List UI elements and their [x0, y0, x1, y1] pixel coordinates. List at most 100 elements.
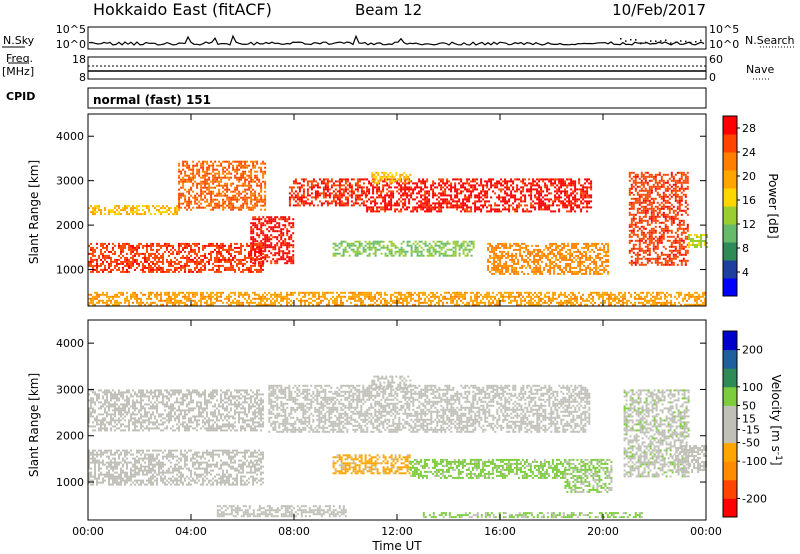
- data-cell: [658, 237, 661, 240]
- data-cell: [194, 250, 196, 253]
- data-cell: [539, 270, 542, 273]
- data-cell: [354, 196, 357, 199]
- data-cell: [644, 179, 647, 182]
- data-cell: [258, 242, 261, 245]
- data-cell: [668, 187, 671, 190]
- data-cell: [509, 272, 512, 275]
- data-cell: [272, 220, 275, 223]
- data-cell: [440, 202, 443, 205]
- data-cell: [218, 192, 221, 195]
- data-cell: [256, 250, 258, 253]
- data-cell: [280, 242, 283, 245]
- data-cell: [589, 266, 592, 269]
- data-cell: [515, 254, 518, 257]
- data-cell: [268, 244, 271, 247]
- data-cell: [436, 186, 439, 189]
- data-cell: [575, 258, 578, 261]
- data-cell: [364, 196, 367, 199]
- data-cell: [440, 198, 443, 201]
- data-cell: [551, 260, 554, 263]
- data-cell: [595, 268, 598, 271]
- data-cell: [540, 208, 543, 211]
- data-cell: [130, 266, 132, 269]
- data-cell: [644, 215, 647, 218]
- data-cell: [118, 301, 120, 304]
- data-cell: [104, 209, 106, 212]
- data-cell: [585, 250, 588, 253]
- data-cell: [654, 177, 657, 180]
- data-cell: [674, 241, 677, 244]
- data-cell: [246, 160, 249, 163]
- data-cell: [664, 189, 667, 192]
- data-cell: [672, 187, 675, 190]
- data-cell: [630, 217, 633, 220]
- data-cell: [250, 176, 253, 179]
- data-cell: [274, 254, 277, 257]
- data-cell: [100, 262, 102, 265]
- data-cell: [470, 194, 473, 197]
- data-cell: [654, 175, 657, 178]
- data-cell: [228, 268, 230, 271]
- data-cell: [114, 264, 116, 267]
- data-cell: [589, 270, 592, 273]
- data-cell: [278, 254, 281, 257]
- data-cell: [306, 194, 309, 197]
- data-cell: [184, 262, 186, 265]
- data-cell: [664, 225, 667, 228]
- data-cell: [162, 270, 164, 273]
- data-cell: [585, 258, 588, 261]
- data-cell: [106, 256, 108, 259]
- data-cell: [132, 264, 134, 267]
- data-cell: [642, 237, 645, 240]
- data-cell: [519, 254, 522, 257]
- data-cell: [372, 244, 375, 247]
- data-cell: [114, 299, 116, 302]
- data-cell: [426, 204, 429, 207]
- data-cell: [90, 258, 92, 261]
- data-cell: [630, 197, 633, 200]
- data-cell: [553, 254, 556, 257]
- data-cell: [218, 170, 221, 173]
- data-cell: [256, 232, 259, 235]
- data-cell: [360, 202, 363, 205]
- data-cell: [526, 208, 529, 211]
- data-cell: [294, 196, 297, 199]
- data-cell: [381, 171, 384, 174]
- data-cell: [678, 195, 681, 198]
- data-cell: [386, 202, 389, 205]
- data-cell: [174, 260, 176, 263]
- data-cell: [412, 192, 415, 195]
- data-cell: [378, 210, 381, 213]
- data-cell: [240, 248, 242, 251]
- data-cell: [454, 252, 457, 255]
- data-cell: [246, 164, 249, 167]
- data-cell: [500, 210, 503, 213]
- data-cell: [114, 250, 116, 253]
- data-cell: [550, 192, 553, 195]
- data-cell: [114, 258, 116, 261]
- data-cell: [501, 270, 504, 273]
- data-cell: [674, 249, 677, 252]
- data-cell: [260, 260, 262, 263]
- data-cell: [644, 205, 647, 208]
- data-cell: [150, 260, 152, 263]
- data-cell: [684, 249, 687, 252]
- data-cell: [576, 192, 579, 195]
- data-cell: [422, 202, 425, 205]
- data-cell: [178, 192, 181, 195]
- data-cell: [162, 258, 164, 261]
- data-cell: [248, 250, 250, 253]
- data-cell: [504, 206, 507, 209]
- data-cell: [382, 240, 385, 243]
- data-cell: [428, 202, 431, 205]
- data-cell: [581, 260, 584, 263]
- data-cell: [226, 268, 228, 271]
- data-cell: [666, 229, 669, 232]
- data-cell: [220, 184, 223, 187]
- data-cell: [582, 184, 585, 187]
- data-cell: [394, 210, 397, 213]
- data-cell: [422, 242, 425, 245]
- data-cell: [488, 200, 491, 203]
- data-cell: [549, 252, 552, 255]
- data-cell: [565, 266, 568, 269]
